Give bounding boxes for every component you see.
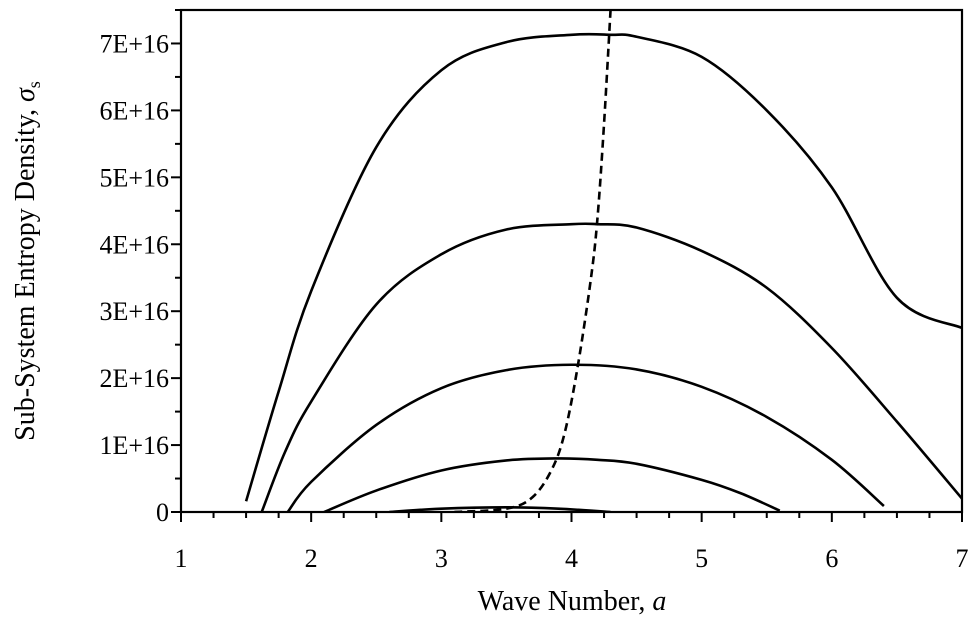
series-layer	[244, 10, 962, 512]
x-tick-label: 7	[956, 544, 969, 573]
x-axis-label-symbol: a	[652, 586, 666, 617]
x-tick-label: 5	[695, 544, 708, 573]
series-line-4	[323, 457, 781, 512]
y-axis-label-text: Sub-System Entropy Density,	[10, 102, 41, 441]
y-axis-label: Sub-System Entropy Density, σs	[10, 81, 44, 441]
y-tick-label: 0	[156, 498, 169, 527]
x-axis-tick-labels: 1 2 3 4 5 6 7	[175, 544, 969, 573]
series-line-2	[260, 222, 962, 512]
y-tick-label: 5E+16	[99, 163, 169, 192]
x-tick-label: 2	[305, 544, 318, 573]
x-axis-label-text: Wave Number,	[478, 586, 653, 617]
x-tick-label: 6	[825, 544, 838, 573]
series-line-1	[244, 32, 962, 502]
y-axis-label-symbol: σ	[10, 87, 41, 102]
series-line-dashed	[454, 10, 612, 512]
y-axis-ticks	[171, 9, 181, 513]
plot-area-border	[179, 8, 964, 514]
y-tick-label: 1E+16	[99, 431, 169, 460]
y-tick-label: 3E+16	[99, 297, 169, 326]
x-axis-ticks	[180, 512, 963, 522]
x-axis-label: Wave Number, a	[478, 586, 667, 617]
y-tick-label: 6E+16	[99, 96, 169, 125]
y-tick-label: 2E+16	[99, 364, 169, 393]
x-tick-label: 1	[175, 544, 188, 573]
x-tick-label: 4	[565, 544, 578, 573]
x-tick-label: 3	[435, 544, 448, 573]
y-axis-label-subscript: s	[24, 81, 44, 88]
plot-frame	[179, 8, 964, 514]
y-tick-label: 7E+16	[99, 29, 169, 58]
y-tick-label: 4E+16	[99, 230, 169, 259]
series-line-5	[389, 506, 611, 512]
series-line-3	[286, 363, 885, 512]
y-axis-tick-labels: 0 1E+16 2E+16 3E+16 4E+16 5E+16 6E+16 7E+16	[99, 29, 169, 527]
